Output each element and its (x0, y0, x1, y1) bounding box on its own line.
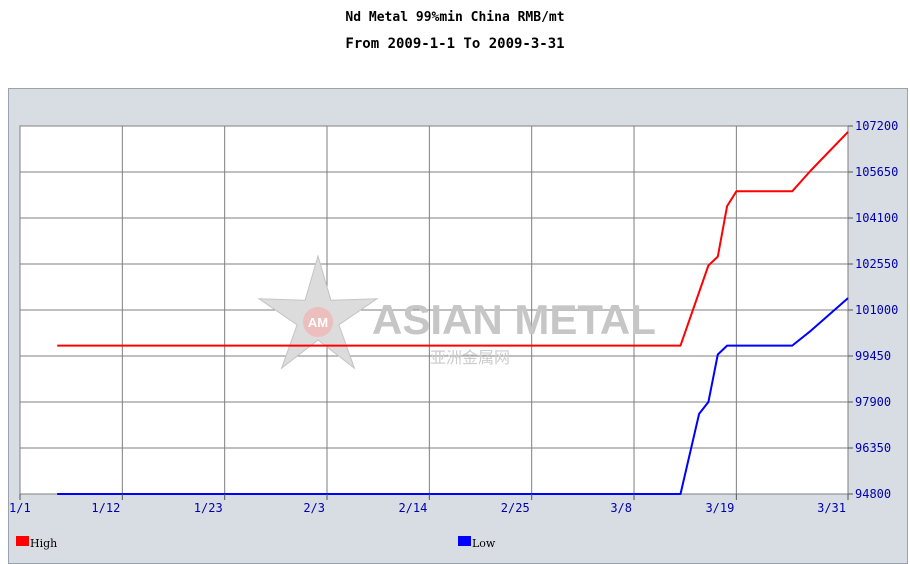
watermark-initials: AM (308, 315, 328, 330)
y-tick-label: 97900 (855, 395, 891, 409)
y-tick-label: 104100 (855, 211, 898, 225)
y-tick-label: 102550 (855, 257, 898, 271)
y-axis-ticks: 94800 96350 97900 99450 101000 102550 104100 10… (848, 119, 898, 501)
x-tick-label: 3/31 (817, 501, 846, 515)
legend-label-high: High (30, 537, 57, 550)
x-tick-label: 1/1 (9, 501, 31, 515)
y-tick-label: 105650 (855, 165, 898, 179)
legend-swatch-high (16, 536, 29, 546)
y-tick-label: 107200 (855, 119, 898, 133)
x-tick-label: 2/3 (303, 501, 325, 515)
series-line-high (57, 131, 849, 347)
chart-title: Nd Metal 99%min China RMB/mt (345, 10, 565, 25)
legend: High Low (16, 536, 496, 550)
y-tick-label: 96350 (855, 441, 891, 455)
y-tick-label: 94800 (855, 487, 891, 501)
grid-lines (19, 125, 849, 495)
x-axis-ticks: 1/1 1/12 1/23 2/3 2/14 2/25 3/8 3/19 3/31 (9, 494, 849, 515)
watermark-badge (303, 307, 333, 337)
watermark-brand: ASIAN METAL (372, 296, 656, 343)
y-tick-label: 99450 (855, 349, 891, 363)
legend-label-low: Low (472, 537, 496, 550)
chart-subtitle: From 2009-1-1 To 2009-3-31 (345, 36, 565, 52)
series-lines (57, 131, 849, 495)
watermark-brand-cn: 亚洲金属网 (430, 349, 510, 367)
x-tick-label: 3/8 (610, 501, 632, 515)
x-tick-label: 2/14 (398, 501, 427, 515)
x-tick-label: 1/23 (194, 501, 223, 515)
watermark: AM ASIAN METAL 亚洲金属网 (257, 254, 656, 370)
x-tick-label: 3/19 (705, 501, 734, 515)
series-line-low (57, 297, 849, 495)
y-tick-label: 101000 (855, 303, 898, 317)
x-tick-label: 2/25 (501, 501, 530, 515)
x-tick-label: 1/12 (91, 501, 120, 515)
legend-swatch-low (458, 536, 471, 546)
